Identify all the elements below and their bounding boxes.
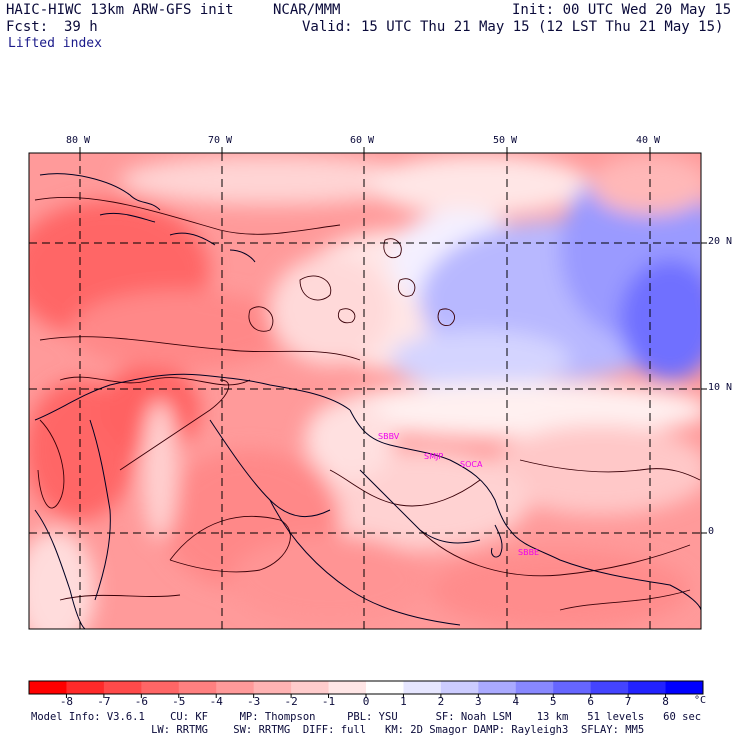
field-name: Lifted index	[8, 36, 102, 51]
colorbar-level-label: 7	[624, 695, 632, 708]
init-time: Init: 00 UTC Wed 20 May 15	[512, 2, 732, 18]
fcst-label: Fcst:	[6, 19, 49, 35]
colorbar-unit: °C	[693, 695, 707, 706]
tick-marks	[79, 147, 707, 534]
colorbar-level-label: -2	[284, 695, 298, 708]
lon-label-40w: 40 W	[636, 135, 661, 146]
station-label: SBBV	[378, 432, 400, 441]
station-label: SBBE	[518, 548, 540, 557]
colorbar-level-label: -1	[321, 695, 336, 708]
colorbar-swatch	[440, 681, 479, 694]
colorbar-level-label: -4	[209, 695, 223, 708]
colorbar-swatch	[628, 681, 667, 694]
colorbar-level-label: -3	[247, 695, 261, 708]
station-label: SMJP	[424, 452, 444, 461]
lat-label-20n: 20 N	[708, 236, 733, 247]
colorbar-level-label: -5	[172, 695, 186, 708]
model-title: HAIC-HIWC 13km ARW-GFS init	[6, 2, 234, 18]
colorbar-level-label: 6	[587, 695, 594, 708]
colorbar-level-label: -6	[134, 695, 148, 708]
colorbar-swatch	[665, 681, 704, 694]
colorbar-swatch	[403, 681, 442, 694]
graticule	[29, 153, 701, 629]
field-shading	[29, 155, 701, 629]
colorbar-swatch	[253, 681, 292, 694]
valid-time: Valid: 15 UTC Thu 21 May 15 (12 LST Thu …	[302, 19, 724, 35]
colorbar-swatch	[515, 681, 554, 694]
colorbar-swatch	[328, 681, 367, 694]
colorbar-swatch	[366, 681, 404, 694]
colorbar-level-label: -8	[59, 695, 74, 708]
lon-label-70w: 70 W	[208, 135, 233, 146]
footer-model-info-2: LW: RRTMG SW: RRTMG DIFF: full KM: 2D Sm…	[31, 724, 645, 736]
colorbar	[28, 680, 704, 698]
lat-label-0: 0	[708, 526, 715, 537]
colorbar-swatch	[553, 681, 592, 694]
colorbar-level-label: 4	[512, 695, 520, 708]
colorbar-swatch	[66, 681, 105, 694]
colorbar-swatch	[590, 681, 629, 694]
colorbar-swatch	[29, 681, 67, 694]
colorbar-level-label: -7	[97, 695, 111, 708]
fcst-value: 39 h	[64, 19, 98, 35]
colorbar-swatch	[178, 681, 217, 694]
colorbar-level-label: 8	[662, 695, 669, 708]
lon-label-60w: 60 W	[350, 135, 375, 146]
colorbar-level-label: 0	[362, 695, 370, 708]
org-label: NCAR/MMM	[273, 2, 341, 18]
colorbar-swatch	[291, 681, 330, 694]
colorbar-level-label: 2	[437, 695, 445, 708]
lon-label-50w: 50 W	[493, 135, 518, 146]
station-label: SOCA	[460, 460, 483, 469]
map-frame	[28, 152, 702, 630]
colorbar-swatch	[216, 681, 255, 694]
contour-lines	[34, 196, 701, 611]
colorbar-swatch	[103, 681, 142, 694]
lat-label-10n: 10 N	[708, 382, 733, 393]
lon-label-80w: 80 W	[66, 135, 91, 146]
colorbar-level-label: 3	[475, 695, 482, 708]
colorbar-level-label: 5	[549, 695, 557, 708]
coastlines	[34, 173, 701, 629]
footer-model-info: Model Info: V3.6.1 CU: KF MP: Thompson P…	[31, 711, 702, 723]
colorbar-level-label: 1	[400, 695, 407, 708]
colorbar-swatch	[141, 681, 180, 694]
colorbar-swatch	[478, 681, 517, 694]
